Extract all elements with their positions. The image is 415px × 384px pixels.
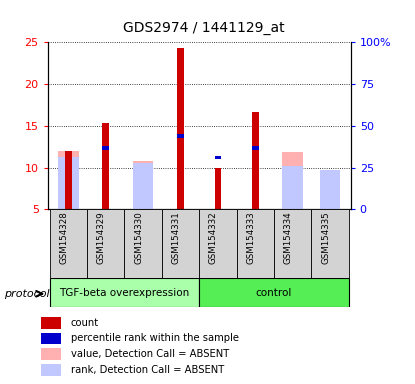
Text: value, Detection Call = ABSENT: value, Detection Call = ABSENT — [71, 349, 229, 359]
Bar — [199, 209, 237, 278]
Bar — [252, 146, 259, 150]
Text: percentile rank within the sample: percentile rank within the sample — [71, 333, 239, 343]
Text: GSM154333: GSM154333 — [246, 211, 255, 264]
Text: GSM154328: GSM154328 — [59, 211, 68, 264]
Text: GSM154329: GSM154329 — [97, 211, 106, 264]
Bar — [41, 317, 61, 329]
Bar — [103, 146, 109, 150]
Bar — [50, 209, 87, 278]
Bar — [215, 156, 221, 159]
Bar — [58, 151, 78, 209]
Bar — [283, 166, 303, 209]
Bar — [252, 112, 259, 209]
Bar — [320, 170, 340, 209]
Bar — [237, 209, 274, 278]
Text: GDS2974 / 1441129_at: GDS2974 / 1441129_at — [122, 21, 284, 35]
Text: GSM154331: GSM154331 — [171, 211, 181, 264]
Bar — [58, 157, 78, 209]
Text: GSM154334: GSM154334 — [284, 211, 293, 264]
Text: count: count — [71, 318, 99, 328]
Bar — [274, 209, 311, 278]
Bar — [199, 278, 349, 307]
Bar — [103, 123, 109, 209]
Bar — [177, 48, 184, 209]
Bar — [215, 167, 221, 209]
Text: GSM154335: GSM154335 — [321, 211, 330, 264]
Text: TGF-beta overexpression: TGF-beta overexpression — [59, 288, 190, 298]
Bar — [283, 152, 303, 209]
Bar — [41, 348, 61, 360]
Bar — [124, 209, 162, 278]
Text: GSM154332: GSM154332 — [209, 211, 218, 264]
Bar — [320, 177, 340, 209]
Bar — [41, 364, 61, 376]
Bar — [50, 278, 199, 307]
Text: control: control — [256, 288, 292, 298]
Bar — [133, 161, 154, 209]
Text: GSM154330: GSM154330 — [134, 211, 143, 264]
Bar — [162, 209, 199, 278]
Bar — [133, 162, 154, 209]
Bar — [177, 134, 184, 137]
Bar — [41, 333, 61, 344]
Bar — [311, 209, 349, 278]
Text: protocol: protocol — [4, 289, 50, 299]
Text: rank, Detection Call = ABSENT: rank, Detection Call = ABSENT — [71, 365, 224, 375]
Bar — [87, 209, 124, 278]
Bar — [65, 151, 72, 209]
